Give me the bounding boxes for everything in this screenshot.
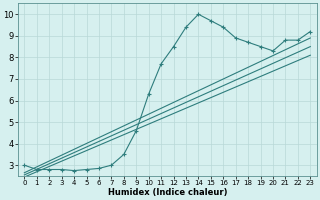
X-axis label: Humidex (Indice chaleur): Humidex (Indice chaleur) — [108, 188, 227, 197]
